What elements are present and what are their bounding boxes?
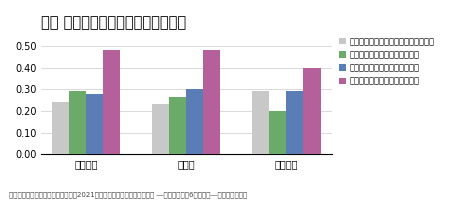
Bar: [104, 50, 121, 154]
Bar: [86, 94, 104, 154]
Bar: [52, 102, 69, 154]
Bar: [270, 111, 287, 154]
Bar: [153, 104, 170, 154]
Legend: （参考）企業からキャリアの支えあり, 企業以外の共助なし・公助あり, 企業以外の共助あり・公助なし, 企業以外の共助あり・公助あり: （参考）企業からキャリアの支えあり, 企業以外の共助なし・公助あり, 企業以外の…: [338, 37, 434, 86]
Text: 出所：リクルートワークス研究所（2021）「「つながり」のキャリア論 ―希望を叶える6つの共助―」より一部改変: 出所：リクルートワークス研究所（2021）「「つながり」のキャリア論 ―希望を叶…: [9, 191, 247, 198]
Bar: [303, 68, 320, 154]
Bar: [170, 97, 186, 154]
Bar: [69, 91, 86, 154]
Bar: [252, 91, 270, 154]
Bar: [203, 50, 220, 154]
Bar: [287, 91, 303, 154]
Bar: [186, 89, 203, 154]
Text: 図表 未来のキャリアに対する主体性: 図表 未来のキャリアに対する主体性: [41, 15, 186, 30]
